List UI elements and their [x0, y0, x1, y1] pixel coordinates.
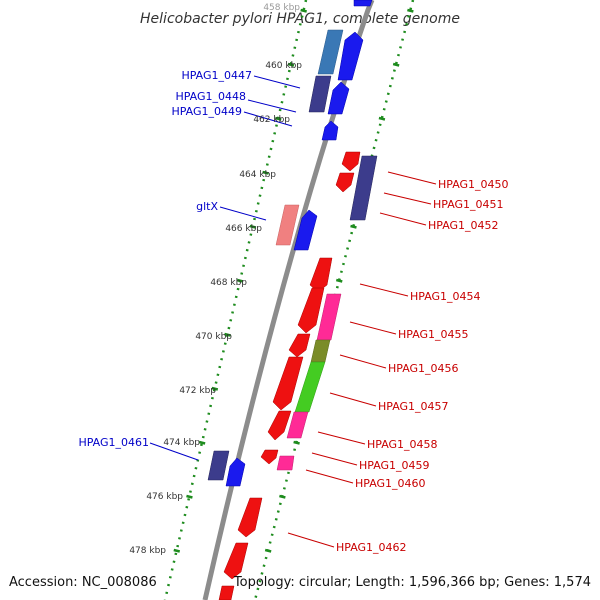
track-tick: [262, 170, 269, 175]
gene-feature[interactable]: [309, 257, 333, 293]
position-label: 470 kbp: [195, 332, 232, 342]
gene-feature[interactable]: [288, 333, 311, 358]
track-tick: [236, 278, 244, 283]
track-tick: [350, 224, 357, 229]
position-label: 464 kbp: [239, 170, 276, 180]
gene-feature[interactable]: [349, 155, 378, 221]
gene-feature[interactable]: [327, 81, 350, 115]
track-tick: [378, 116, 386, 121]
gene-feature[interactable]: [316, 293, 342, 341]
track-tick: [186, 494, 193, 499]
track-tick: [173, 548, 181, 553]
forward-genes: [207, 0, 373, 487]
gene-feature[interactable]: [310, 339, 331, 363]
track-tick: [264, 548, 272, 553]
position-label: 466 kbp: [225, 224, 262, 234]
track-tick: [274, 116, 282, 121]
gene-feature[interactable]: [207, 450, 230, 481]
track-tick: [198, 440, 206, 445]
gene-feature[interactable]: [223, 542, 249, 580]
gene-label[interactable]: HPAG1_0455: [398, 328, 469, 341]
gene-label[interactable]: HPAG1_0457: [378, 400, 449, 413]
gene-labels-right: HPAG1_0450 HPAG1_0451 HPAG1_0452 HPAG1_0…: [336, 178, 509, 554]
track-tick: [392, 62, 400, 67]
track-tick: [293, 440, 300, 445]
gene-label[interactable]: gltX: [196, 200, 218, 213]
track-lines: [163, 0, 415, 600]
track-tick: [300, 8, 307, 13]
gene-feature[interactable]: [321, 120, 339, 141]
position-label: 476 kbp: [146, 492, 183, 502]
gene-label[interactable]: HPAG1_0452: [428, 219, 499, 232]
gene-label[interactable]: HPAG1_0448: [175, 90, 246, 103]
position-label: 468 kbp: [210, 278, 247, 288]
gene-label[interactable]: HPAG1_0454: [410, 290, 481, 303]
gene-feature[interactable]: [335, 172, 355, 193]
gene-feature[interactable]: [272, 356, 304, 411]
gene-label[interactable]: HPAG1_0449: [171, 105, 242, 118]
gene-label[interactable]: HPAG1_0458: [367, 438, 438, 451]
position-label: 472 kbp: [179, 386, 216, 396]
track-tick: [211, 386, 219, 391]
accession-text: Accession: NC_008086: [9, 575, 157, 590]
gene-feature[interactable]: [276, 455, 295, 471]
gene-feature[interactable]: [218, 585, 235, 600]
track-tick: [249, 224, 257, 229]
position-labels: 458 kbp 460 kbp 462 kbp 464 kbp 466 kbp …: [129, 3, 302, 556]
gene-label[interactable]: HPAG1_0460: [355, 477, 426, 490]
gene-feature[interactable]: [341, 151, 361, 172]
gene-feature[interactable]: [337, 31, 364, 81]
track-dotted-line: [163, 0, 308, 600]
position-label: 458 kbp: [263, 3, 300, 13]
position-label: 460 kbp: [265, 61, 302, 71]
gene-feature[interactable]: [267, 410, 292, 441]
track-tick: [287, 62, 295, 67]
track-tick: [335, 278, 343, 283]
topology-text: Topology: circular; Length: 1,596,366 bp…: [233, 575, 591, 590]
gene-label[interactable]: HPAG1_0447: [181, 69, 252, 82]
position-label: 474 kbp: [163, 438, 200, 448]
position-label: 462 kbp: [253, 115, 290, 125]
position-label: 478 kbp: [129, 546, 166, 556]
gene-feature[interactable]: [225, 457, 246, 487]
gene-feature[interactable]: [308, 75, 332, 113]
track-tick: [279, 494, 286, 499]
gene-feature[interactable]: [293, 209, 318, 251]
leader-lines: [149, 75, 437, 548]
gene-feature[interactable]: [286, 411, 309, 439]
gene-feature[interactable]: [260, 449, 279, 465]
track-tick: [407, 8, 414, 13]
gene-feature[interactable]: [297, 287, 325, 334]
gene-label[interactable]: HPAG1_0456: [388, 362, 459, 375]
gene-label[interactable]: HPAG1_0451: [433, 198, 504, 211]
gene-feature[interactable]: [353, 0, 373, 7]
map-title: Helicobacter pylori HPAG1, complete geno…: [140, 11, 460, 27]
gene-feature[interactable]: [317, 29, 344, 75]
gene-feature[interactable]: [237, 497, 263, 538]
gene-feature[interactable]: [275, 204, 300, 246]
reverse-genes: [218, 151, 378, 600]
gene-feature[interactable]: [294, 361, 326, 413]
track-tick: [224, 332, 231, 337]
gene-label[interactable]: HPAG1_0450: [438, 178, 509, 191]
gene-label[interactable]: HPAG1_0462: [336, 541, 407, 554]
gene-labels-left: HPAG1_0447 HPAG1_0448 HPAG1_0449 gltX HP…: [78, 69, 252, 449]
gene-label[interactable]: HPAG1_0459: [359, 459, 430, 472]
gene-label[interactable]: HPAG1_0461: [78, 436, 149, 449]
